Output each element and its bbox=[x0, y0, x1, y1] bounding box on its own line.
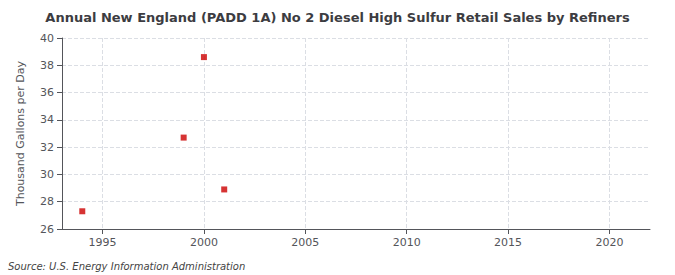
svg-text:Thousand Gallons per Day: Thousand Gallons per Day bbox=[14, 60, 27, 207]
svg-text:40: 40 bbox=[40, 32, 54, 45]
svg-text:2015: 2015 bbox=[494, 236, 522, 249]
svg-text:28: 28 bbox=[40, 195, 54, 208]
svg-text:Source: U.S. Energy Informatio: Source: U.S. Energy Information Administ… bbox=[8, 261, 245, 272]
svg-text:34: 34 bbox=[40, 113, 54, 126]
svg-text:32: 32 bbox=[40, 141, 54, 154]
svg-text:2010: 2010 bbox=[393, 236, 421, 249]
svg-text:38: 38 bbox=[40, 59, 54, 72]
svg-text:1995: 1995 bbox=[89, 236, 117, 249]
svg-text:Annual New England (PADD 1A) N: Annual New England (PADD 1A) No 2 Diesel… bbox=[45, 10, 630, 25]
svg-text:2020: 2020 bbox=[595, 236, 623, 249]
svg-text:30: 30 bbox=[40, 168, 54, 181]
svg-text:2000: 2000 bbox=[190, 236, 218, 249]
svg-text:36: 36 bbox=[40, 86, 54, 99]
svg-text:26: 26 bbox=[40, 223, 54, 236]
svg-text:2005: 2005 bbox=[291, 236, 319, 249]
